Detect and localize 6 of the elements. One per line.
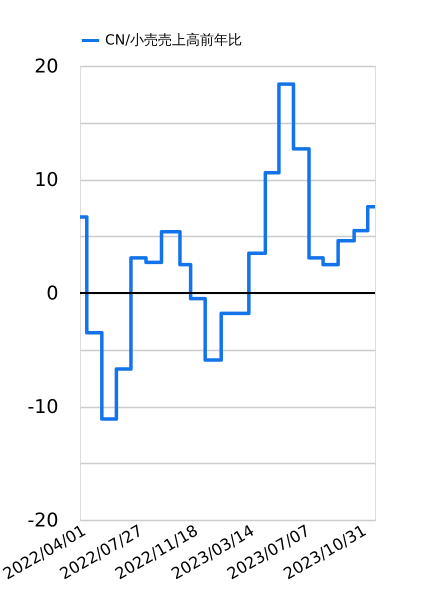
y-tick-label: 10 [34,169,58,191]
y-tick-label: -10 [27,396,58,418]
y-tick-label: 20 [34,56,58,78]
legend-label: CN/小売売上高前年比 [105,32,242,48]
y-tick-label: -20 [27,510,58,532]
y-tick-label: 0 [46,282,58,304]
